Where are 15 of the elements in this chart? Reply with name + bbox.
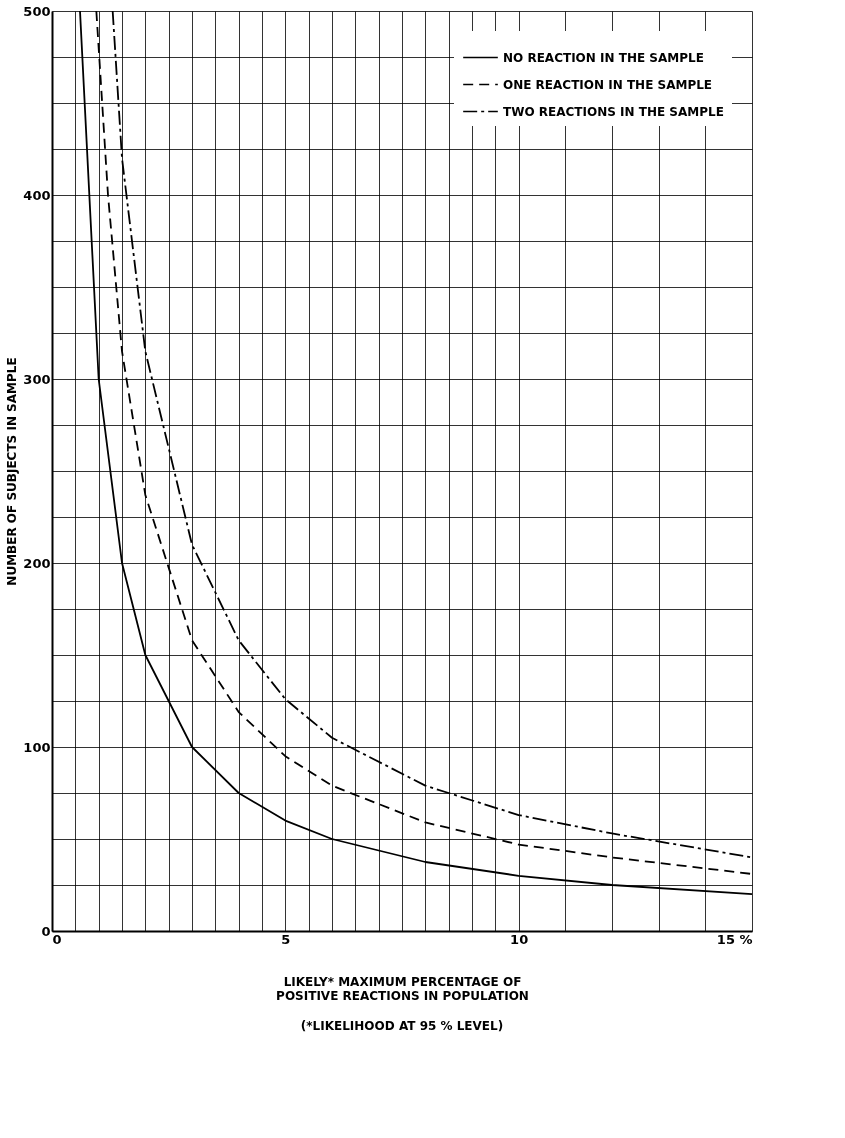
legend-label: NO REACTION IN THE SAMPLE bbox=[503, 50, 704, 65]
legend-label: ONE REACTION IN THE SAMPLE bbox=[503, 77, 713, 92]
y-tick-label: 200 bbox=[23, 555, 51, 571]
y-tick-label: 300 bbox=[23, 371, 51, 387]
y-tick-label: 400 bbox=[23, 187, 51, 203]
x-tick-label: 5 bbox=[281, 931, 291, 947]
y-tick-label: 100 bbox=[23, 739, 51, 755]
x-tick-label: 10 bbox=[510, 931, 529, 947]
y-tick-label: 500 bbox=[23, 3, 51, 19]
x-tick-label: 0 bbox=[52, 931, 62, 947]
text: (*LIKELIHOOD AT 95 % LEVEL) bbox=[300, 1019, 504, 1033]
x-axis-title: LIKELY* MAXIMUM PERCENTAGE OF POSITIVE REACTIONS IN POPULATION bbox=[276, 974, 529, 1003]
y-axis-title: NUMBER OF SUBJECTS IN SAMPLE bbox=[5, 357, 20, 586]
x-tick-label: 15 % bbox=[716, 931, 753, 947]
legend-label: TWO REACTIONS IN THE SAMPLE bbox=[503, 104, 724, 119]
